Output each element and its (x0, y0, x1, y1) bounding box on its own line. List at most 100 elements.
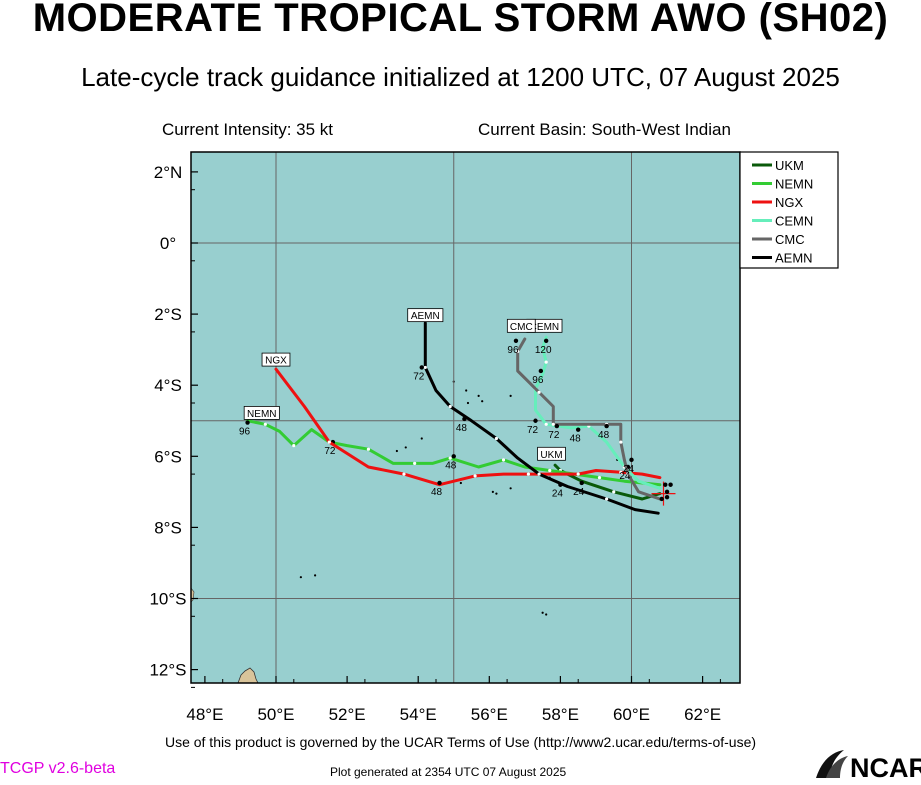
track-cmc (516, 337, 662, 501)
track-point (413, 461, 417, 466)
forecast-hour-dot (629, 457, 634, 463)
model-label-box (261, 352, 291, 367)
model-label-box (537, 446, 566, 461)
lat-tick-label: 6°S (154, 447, 182, 466)
lon-tick-label: 50°E (257, 705, 294, 724)
lon-tick-label: 52°E (329, 705, 366, 724)
track-point (544, 422, 548, 426)
forecast-hour-dot (579, 480, 584, 486)
lon-tick-label: 60°E (613, 705, 650, 724)
island-marker (420, 437, 423, 440)
track-map: 24 UKM 48 72 96 NEMN 48 NGX 24 48 72 96 120 CEMN 24 48 7… (149, 151, 839, 724)
forecast-hour-dot (543, 338, 549, 343)
forecast-hour-dot (419, 365, 424, 370)
chart-title: MODERATE TROPICAL STORM AWO (SH02) (32, 0, 889, 40)
island-marker (541, 611, 544, 614)
track-point (576, 472, 580, 476)
forecast-hour-dot (604, 423, 609, 429)
forecast-hour-label: 96 (532, 375, 544, 386)
island-marker (491, 490, 494, 493)
track-point (263, 422, 267, 426)
forecast-hour-label: 48 (431, 487, 443, 498)
track-ngx (274, 367, 662, 487)
legend-label-ngx: NGX (775, 195, 804, 210)
forecast-hour-dot (451, 454, 456, 459)
island-marker (459, 481, 462, 485)
chart-subtitle: Late-cycle track guidance initialized at… (81, 62, 840, 92)
track-point (526, 472, 531, 476)
track-point (501, 458, 506, 462)
track-point (597, 476, 602, 480)
island-marker (466, 401, 470, 405)
legend-label-nemn: NEMN (775, 177, 813, 192)
model-label-aemn: AEMN (411, 311, 440, 322)
forecast-hour-label: 48 (445, 460, 457, 471)
forecast-hour-label: 72 (324, 446, 336, 457)
forecast-hour-dot (245, 420, 250, 425)
model-label-box (506, 318, 536, 333)
track-point (448, 404, 452, 409)
track-point (626, 472, 630, 476)
island-marker (404, 446, 407, 449)
track-point (548, 468, 552, 473)
initial-position-dot (663, 482, 668, 487)
forecast-hour-label: 24 (619, 471, 631, 482)
lon-tick-label: 56°E (471, 705, 508, 724)
forecast-hour-dot (575, 427, 581, 432)
forecast-hour-dot (533, 418, 538, 423)
initial-position-dot (664, 489, 670, 495)
initial-position-dot (659, 496, 664, 502)
forecast-hour-label: 24 (573, 487, 585, 498)
model-label-ngx: NGX (265, 356, 287, 367)
initial-position-dot (664, 494, 670, 500)
forecast-hour-dot (554, 423, 560, 429)
island-marker (465, 389, 468, 392)
ncar-logo-mark (816, 750, 844, 778)
lon-tick-label: 54°E (400, 705, 437, 724)
ncar-logo: NCAR (814, 748, 921, 785)
forecast-hour-dot (513, 338, 519, 343)
ncar-logo-text: NCAR (850, 753, 921, 780)
track-point (402, 472, 406, 476)
island-marker (509, 487, 512, 490)
forecast-hour-dot (558, 482, 563, 487)
current-intensity: Current Intensity: 35 kt (162, 120, 334, 139)
ncar-logo-arc (826, 756, 848, 778)
forecast-hour-label: 96 (507, 345, 519, 356)
island-marker (395, 449, 398, 453)
lon-tick-label: 62°E (684, 705, 721, 724)
island-marker (495, 492, 498, 495)
track-point (544, 360, 548, 364)
model-label-box (243, 406, 280, 420)
legend-label-cmc: CMC (775, 232, 805, 247)
model-label-cemn: CEMN (530, 322, 559, 333)
lat-tick-label: 12°S (149, 661, 186, 680)
track-point (516, 349, 520, 354)
legend: UKM NEMN NGX CEMN CMC AEMN (739, 151, 839, 269)
model-label-box (407, 308, 444, 323)
forecast-hour-label: 72 (548, 430, 560, 441)
track-point (366, 447, 371, 451)
track-point (423, 365, 427, 370)
legend-label-aemn: AEMN (775, 251, 813, 266)
lat-tick-label: 0° (160, 234, 176, 253)
track-point (605, 497, 609, 501)
track-point (619, 470, 623, 474)
plot-frame (190, 151, 741, 684)
track-point (537, 472, 541, 476)
track-point (612, 490, 616, 494)
island-marker (509, 394, 512, 397)
island-marker (299, 576, 302, 579)
model-label-ukm: UKM (540, 450, 562, 461)
forecast-hour-label: 72 (413, 371, 425, 382)
forecast-hour-label: 120 (535, 345, 552, 356)
model-label-cmc: CMC (510, 322, 533, 333)
track-aemn (423, 321, 660, 515)
forecast-hour-label: 24 (623, 464, 635, 475)
track-point (494, 436, 499, 441)
island-marker (481, 400, 484, 403)
forecast-hour-dot (437, 480, 442, 486)
forecast-hour-dot (538, 368, 544, 374)
lat-tick-label: 2°N (154, 163, 183, 182)
plot-generated: Plot generated at 2354 UTC 07 August 202… (330, 765, 567, 779)
